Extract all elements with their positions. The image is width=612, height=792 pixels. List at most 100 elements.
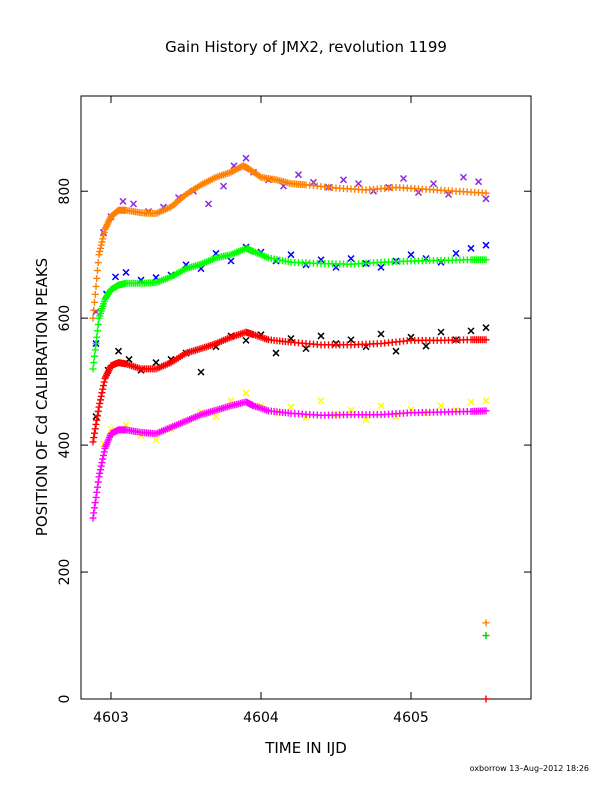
data-point xyxy=(152,359,160,367)
fit-point xyxy=(103,221,111,229)
x-tick-label: 4605 xyxy=(393,710,429,726)
fit-point xyxy=(97,466,104,474)
fit-point xyxy=(94,321,102,329)
data-point xyxy=(227,257,235,265)
data-point xyxy=(482,195,490,203)
fit-point xyxy=(89,514,97,522)
fit-point xyxy=(103,370,111,378)
fit-point xyxy=(90,306,98,314)
fit-point xyxy=(103,371,110,379)
data-point xyxy=(399,174,408,183)
data-point xyxy=(482,397,490,405)
data-point xyxy=(407,251,415,259)
fit-point xyxy=(100,448,108,456)
fit-point xyxy=(91,352,98,360)
data-point xyxy=(242,154,250,162)
fit-point xyxy=(99,455,107,463)
data-point xyxy=(452,249,460,257)
fit-point xyxy=(99,385,107,393)
fit-point xyxy=(482,619,490,627)
data-point xyxy=(429,180,438,188)
fit-point xyxy=(91,346,99,354)
data-point xyxy=(437,402,445,410)
data-point xyxy=(129,200,138,208)
fit-point xyxy=(103,222,110,230)
data-point xyxy=(317,256,325,264)
fit-point xyxy=(95,473,103,481)
fit-point xyxy=(101,225,109,233)
y-tick-label: 0 xyxy=(57,695,73,704)
series-fit-2 xyxy=(89,244,490,373)
fit-point xyxy=(482,189,490,197)
fit-point xyxy=(91,298,98,306)
fit-point xyxy=(104,368,112,376)
series-fit-4 xyxy=(89,328,490,446)
fit-point xyxy=(98,389,106,397)
chart-title: Gain History of JMX2, revolution 1199 xyxy=(165,38,447,56)
fit-point xyxy=(102,224,110,232)
series-outlier-8 xyxy=(482,619,490,703)
tick-labels: 0 200 400 600 800 4603 4604 4605 xyxy=(57,178,429,726)
fit-point xyxy=(90,434,98,442)
fit-point xyxy=(92,420,100,428)
data-point xyxy=(287,251,295,259)
fit-point xyxy=(96,469,104,477)
data-point xyxy=(347,336,355,344)
data-point xyxy=(339,176,348,184)
fit-point xyxy=(94,407,102,415)
fit-point xyxy=(91,425,99,433)
data-point xyxy=(204,200,213,208)
fit-point xyxy=(92,340,100,348)
fit-point xyxy=(92,493,100,501)
data-point xyxy=(197,368,205,376)
fit-point xyxy=(100,378,108,386)
data-point xyxy=(111,273,120,281)
data-point xyxy=(242,336,250,344)
data-point xyxy=(122,268,130,276)
fit-point xyxy=(89,438,97,446)
data-point xyxy=(459,173,468,181)
fit-point xyxy=(482,632,490,640)
fit-point xyxy=(100,228,108,236)
series-fit-0 xyxy=(89,162,490,322)
fit-point xyxy=(94,259,102,267)
fit-point xyxy=(99,235,107,243)
data-point xyxy=(354,180,363,188)
data-point xyxy=(377,402,385,410)
data-point xyxy=(444,190,453,198)
fit-point xyxy=(105,367,113,375)
series-fit-6 xyxy=(89,398,490,522)
data-point xyxy=(377,263,385,271)
fit-point xyxy=(91,290,99,298)
fit-point xyxy=(97,462,105,470)
footer-credit: oxborrow 13–Aug–2012 18:26 xyxy=(470,764,589,773)
data-point xyxy=(392,347,400,355)
fit-point xyxy=(100,382,107,390)
fit-point xyxy=(90,359,98,367)
fit-point xyxy=(97,392,105,400)
series-data-7 xyxy=(99,389,490,448)
data-point xyxy=(467,327,475,335)
data-point xyxy=(317,332,325,340)
fit-point xyxy=(97,396,104,404)
data-point xyxy=(125,355,133,363)
plot-frame xyxy=(80,95,532,700)
fit-point xyxy=(91,499,99,507)
fit-point xyxy=(95,403,103,411)
data-point xyxy=(212,413,220,421)
y-axis-label: POSITION OF Cd CALIBRATION PEAKS xyxy=(33,258,51,536)
fit-point xyxy=(482,256,490,264)
fit-point xyxy=(91,429,98,437)
fit-point xyxy=(106,216,113,224)
y-tick-label: 400 xyxy=(57,432,73,459)
data-point xyxy=(317,397,325,405)
fit-point xyxy=(98,459,106,467)
data-point xyxy=(287,403,295,411)
data-point xyxy=(482,324,490,332)
data-point xyxy=(482,241,490,249)
fit-point xyxy=(482,695,490,703)
data-point xyxy=(119,197,127,205)
fit-point xyxy=(93,416,101,424)
data-point xyxy=(347,254,355,263)
fit-point xyxy=(482,407,490,415)
